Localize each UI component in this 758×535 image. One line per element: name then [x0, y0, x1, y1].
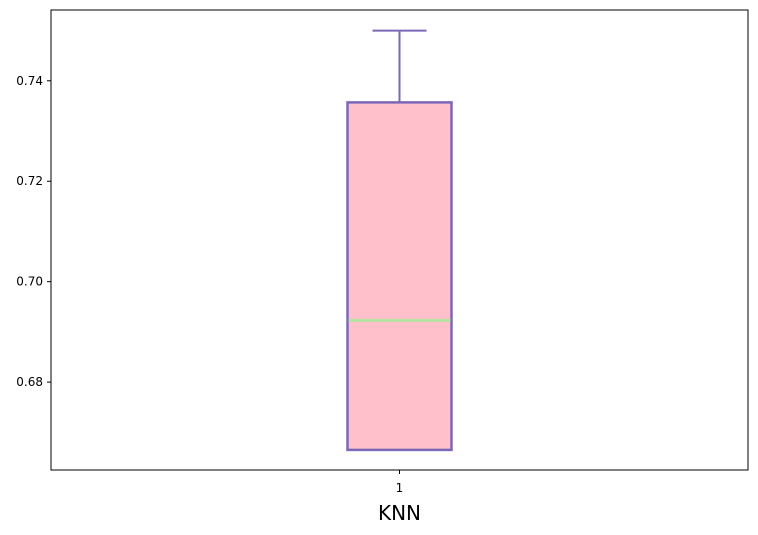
y-axis: 0.68 0.70 0.72 0.74: [16, 74, 51, 389]
y-tick-label: 0.68: [16, 375, 43, 389]
box-iqr: [346, 101, 453, 452]
y-tick-label: 0.74: [16, 74, 43, 88]
box-marks: [346, 29, 453, 452]
y-tick-label: 0.70: [16, 275, 43, 289]
x-axis-title: KNN: [378, 501, 421, 525]
x-tick-label: 1: [396, 481, 404, 495]
y-tick-label: 0.72: [16, 174, 43, 188]
x-axis: 1: [396, 470, 404, 495]
